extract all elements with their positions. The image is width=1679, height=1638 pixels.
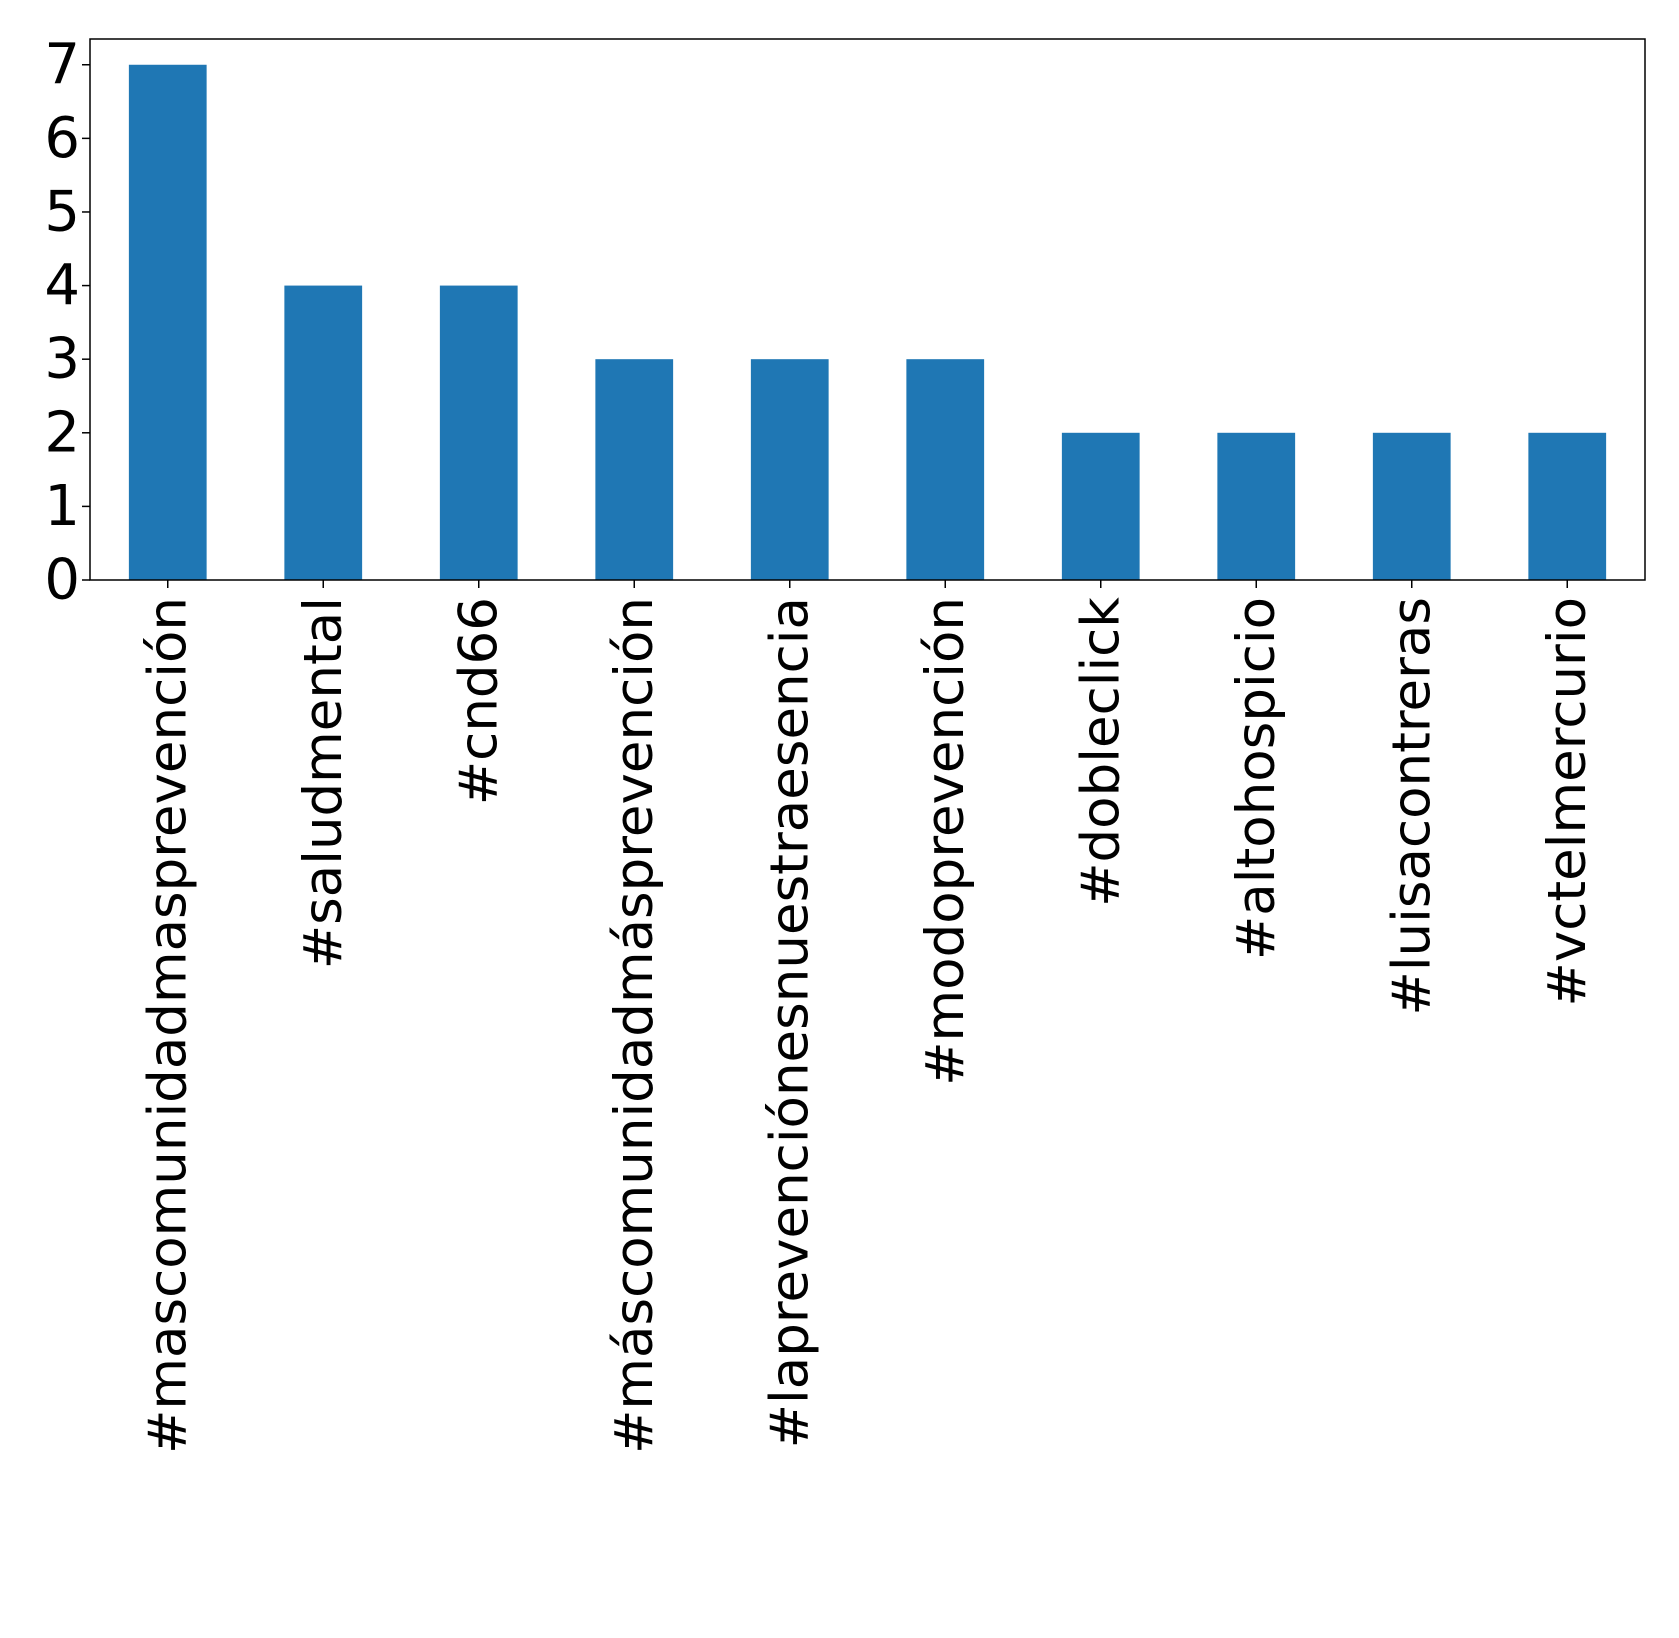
x-tick-label: #laprevenciónesnuestraesencia	[759, 597, 820, 1448]
x-tick-label: #modoprevención	[915, 597, 976, 1086]
bar	[439, 285, 518, 580]
x-tick-label: #máscomunidadmásprevención	[604, 597, 665, 1454]
plot-frame	[89, 38, 1646, 581]
y-tick-label: 1	[44, 474, 80, 539]
y-tick-label: 6	[44, 106, 80, 171]
y-tick-label: 5	[44, 179, 80, 244]
bar	[1061, 432, 1140, 580]
x-axis: #mascomunidadmasprevención #saludmental #c…	[137, 580, 1598, 1454]
x-tick-label: #cnd66	[448, 597, 509, 805]
x-tick-label: #altohospicio	[1226, 597, 1287, 960]
x-tick-label: #mascomunidadmasprevención	[137, 597, 198, 1454]
y-tick-label: 2	[44, 400, 80, 465]
bar	[595, 359, 674, 580]
bar	[128, 64, 207, 580]
bar	[284, 285, 363, 580]
y-tick-label: 3	[44, 327, 80, 392]
bar	[906, 359, 985, 580]
x-tick-label: #saludmental	[293, 597, 354, 969]
bar	[1372, 432, 1451, 580]
bar	[1528, 432, 1607, 580]
bar	[750, 359, 829, 580]
y-axis: 0 1 2 3 4 5 6 7	[44, 32, 90, 613]
x-tick-label: #vctelmercurio	[1537, 597, 1598, 1007]
y-tick-label: 7	[44, 32, 80, 97]
y-tick-label: 0	[44, 548, 80, 613]
x-tick-label: #dobleclick	[1070, 597, 1131, 907]
x-tick-label: #luisacontreras	[1381, 597, 1442, 1016]
bar	[1217, 432, 1296, 580]
bars-group	[128, 64, 1607, 580]
y-tick-label: 4	[44, 253, 80, 318]
